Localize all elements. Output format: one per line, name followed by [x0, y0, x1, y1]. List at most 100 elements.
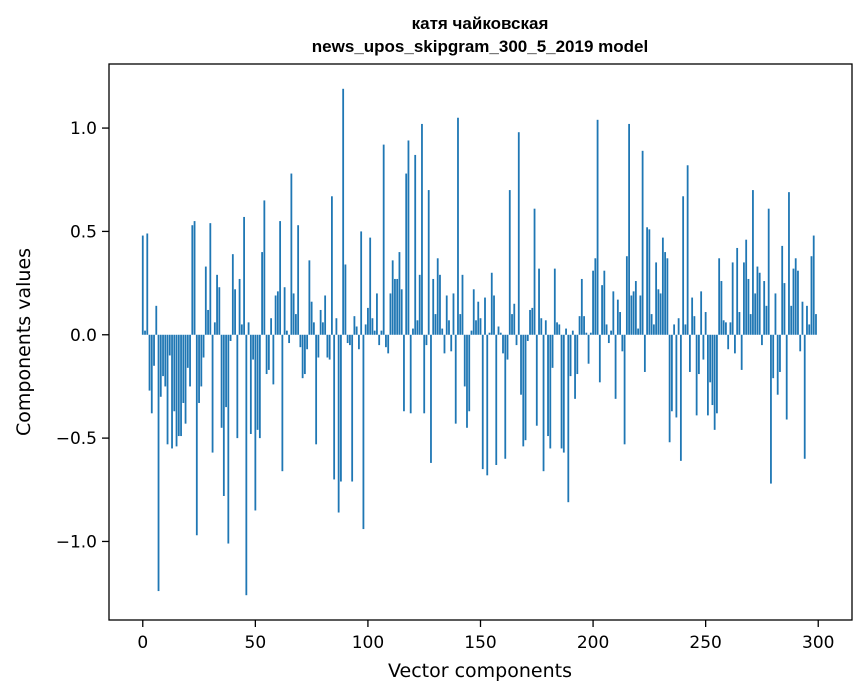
bar-201: [594, 258, 597, 335]
bar-129: [432, 278, 435, 335]
bar-146: [470, 330, 473, 335]
bar-120: [412, 328, 414, 335]
bar-10: [164, 334, 167, 387]
bar-260: [727, 334, 730, 350]
bar-293: [801, 301, 804, 335]
bar-106: [380, 330, 383, 335]
bar-56: [267, 334, 270, 370]
bar-160: [502, 334, 504, 354]
bar-265: [738, 312, 741, 335]
bar-207: [607, 334, 610, 344]
bar-75: [310, 301, 313, 335]
bar-289: [792, 268, 795, 335]
bar-297: [810, 256, 813, 335]
bar-163: [508, 190, 511, 335]
bar-109: [387, 334, 390, 354]
bar-299: [815, 314, 817, 335]
bar-100: [367, 307, 369, 335]
bar-209: [612, 291, 615, 335]
bar-88: [340, 334, 342, 482]
bar-170: [524, 334, 527, 441]
bar-205: [603, 270, 606, 335]
bar-150: [479, 318, 482, 335]
bar-224: [646, 227, 649, 335]
bar-178: [542, 334, 545, 472]
bar-271: [752, 190, 754, 335]
bar-199: [589, 332, 592, 335]
bar-181: [549, 334, 552, 449]
bar-89: [342, 88, 345, 335]
plot-frame: [108, 63, 853, 621]
bar-63: [283, 287, 286, 335]
bar-130: [434, 314, 437, 335]
bar-158: [497, 326, 500, 335]
bar-154: [488, 332, 491, 335]
bar-series: [141, 88, 817, 596]
bar-298: [812, 235, 815, 335]
bar-173: [531, 307, 534, 335]
bar-277: [765, 305, 768, 335]
bar-217: [630, 295, 633, 335]
bar-248: [700, 291, 703, 335]
bar-196: [583, 316, 585, 335]
bar-262: [731, 262, 734, 335]
bar-215: [625, 256, 628, 335]
bar-274: [758, 272, 761, 335]
bar-177: [540, 318, 543, 335]
bar-185: [558, 324, 561, 335]
bar-51: [256, 334, 259, 430]
bar-22: [191, 225, 194, 335]
bar-172: [529, 309, 531, 335]
y-tick-label: −1.0: [56, 532, 97, 552]
bar-11: [166, 334, 169, 445]
bar-197: [585, 332, 588, 335]
chart-title: катя чайковская: [412, 14, 549, 33]
bar-278: [767, 208, 770, 335]
bar-252: [709, 334, 712, 383]
bar-84: [331, 196, 333, 335]
bar-165: [513, 303, 516, 335]
bar-72: [303, 334, 306, 375]
bar-174: [533, 208, 536, 335]
bar-168: [520, 334, 522, 395]
bar-86: [335, 318, 338, 335]
bar-17: [180, 334, 182, 437]
bar-231: [661, 237, 664, 335]
bar-236: [673, 324, 676, 335]
x-tick-label: 250: [689, 633, 721, 653]
bar-54: [263, 200, 266, 335]
bar-80: [321, 322, 324, 335]
bar-69: [297, 225, 300, 335]
bar-179: [544, 320, 547, 335]
bar-249: [702, 334, 705, 360]
bar-5: [153, 334, 155, 366]
bar-6: [155, 305, 158, 335]
bar-191: [571, 330, 574, 335]
bar-180: [547, 334, 549, 437]
bar-128: [430, 334, 432, 463]
bar-296: [808, 324, 811, 335]
bar-263: [734, 334, 736, 354]
x-tick-label: 50: [245, 633, 267, 653]
bar-243: [688, 334, 691, 372]
bar-118: [407, 140, 410, 335]
bar-194: [578, 316, 581, 335]
bar-167: [517, 132, 520, 335]
bar-221: [639, 295, 642, 335]
bar-186: [560, 334, 563, 449]
bar-131: [436, 258, 439, 335]
bar-257: [720, 281, 723, 335]
bar-138: [452, 293, 455, 335]
bar-280: [772, 334, 775, 379]
bar-210: [614, 334, 617, 399]
bar-105: [378, 334, 381, 346]
x-axis-label: Vector components: [388, 660, 572, 682]
bar-155: [490, 272, 493, 335]
bar-62: [281, 334, 284, 472]
bar-68: [294, 314, 297, 335]
bar-64: [285, 330, 288, 335]
bar-238: [677, 318, 680, 335]
bar-15: [175, 334, 178, 447]
bar-235: [670, 334, 673, 412]
bar-195: [580, 278, 583, 335]
